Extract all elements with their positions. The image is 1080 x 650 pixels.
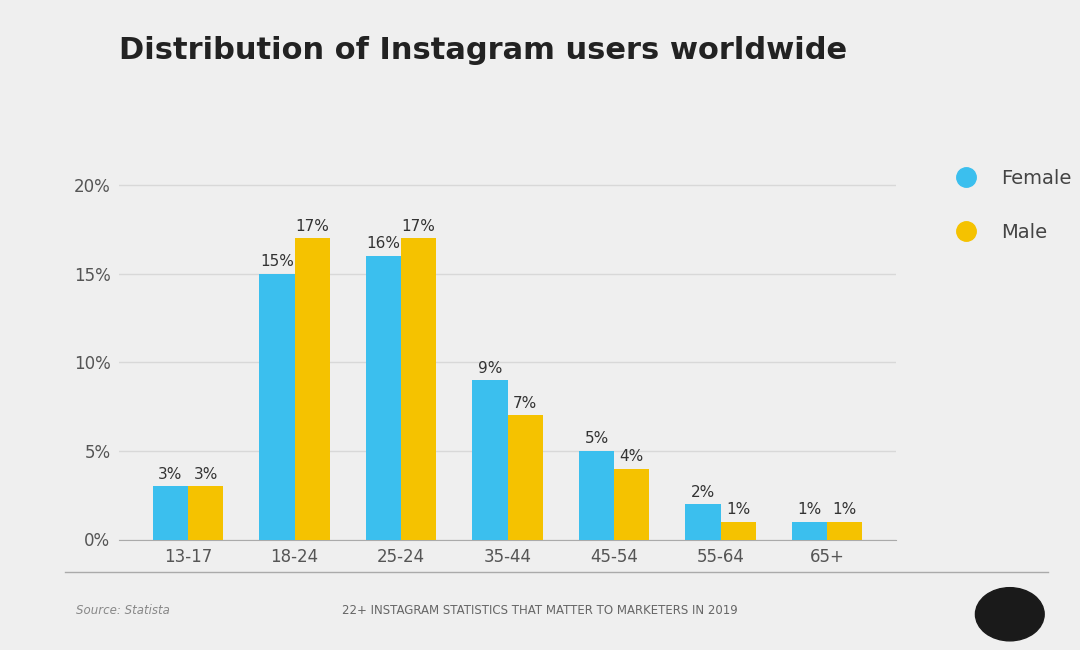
Bar [366,256,401,540]
Text: 5%: 5% [584,432,609,447]
Bar [686,504,720,540]
Bar [827,522,862,540]
Bar [259,274,295,540]
Bar [720,522,756,540]
Bar [295,238,329,540]
Bar [508,415,543,540]
Text: 17%: 17% [295,218,329,234]
Text: 1%: 1% [833,502,856,517]
Bar [472,380,508,540]
Text: 3%: 3% [159,467,183,482]
Bar [153,486,188,540]
Bar [792,522,827,540]
Text: Source: Statista: Source: Statista [76,604,170,617]
Text: 15%: 15% [260,254,294,269]
Text: 7%: 7% [513,396,538,411]
Text: 4%: 4% [620,449,644,464]
Circle shape [975,588,1044,641]
Text: 16%: 16% [366,237,401,252]
Bar [401,238,436,540]
Legend: Female, Male: Female, Male [937,159,1080,252]
Text: 1%: 1% [726,502,751,517]
Text: 22+ INSTAGRAM STATISTICS THAT MATTER TO MARKETERS IN 2019: 22+ INSTAGRAM STATISTICS THAT MATTER TO … [342,604,738,617]
Text: Distribution of Instagram users worldwide: Distribution of Instagram users worldwid… [119,36,847,65]
Bar [615,469,649,540]
Text: 2%: 2% [691,485,715,500]
Bar [188,486,224,540]
Text: 3%: 3% [193,467,218,482]
Bar [579,451,615,540]
Text: 17%: 17% [402,218,435,234]
Text: 9%: 9% [477,361,502,376]
Text: 1%: 1% [797,502,822,517]
